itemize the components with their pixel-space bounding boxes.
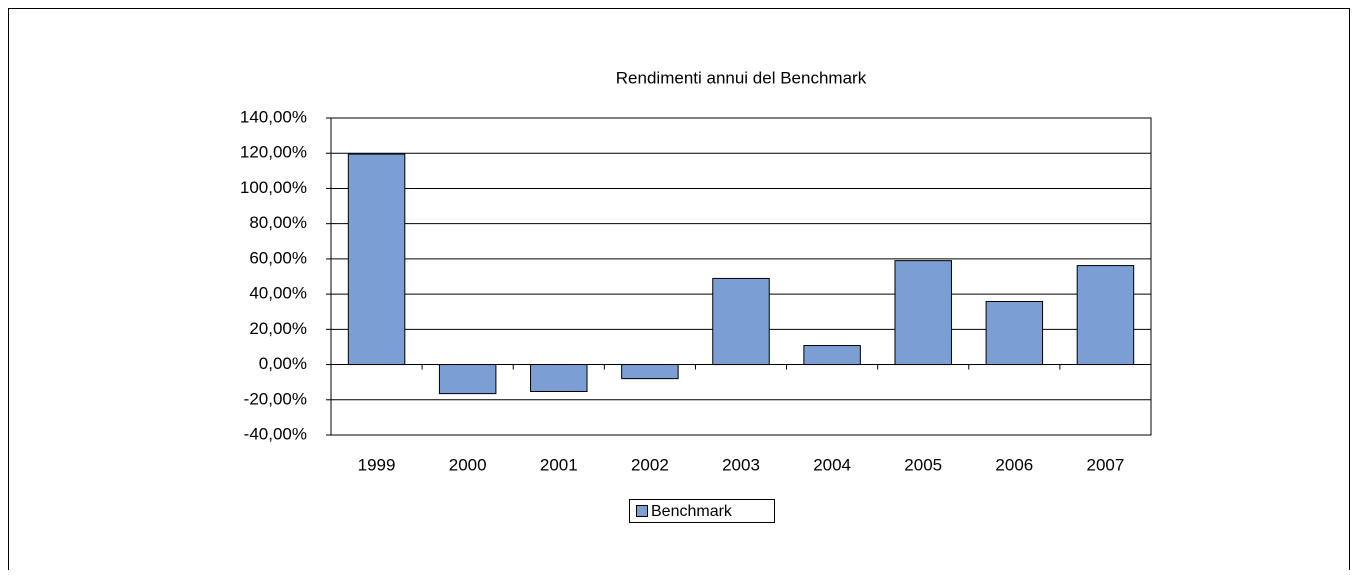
x-tick-label: 1999 — [358, 455, 396, 474]
x-tick-label: 2005 — [904, 455, 942, 474]
y-tick-label: 120,00% — [240, 143, 307, 162]
y-tick-label: 100,00% — [240, 178, 307, 197]
bar — [530, 364, 588, 393]
y-tick-label: 40,00% — [249, 284, 307, 303]
y-tick-label: 80,00% — [249, 213, 307, 232]
x-tick-label: 2003 — [722, 455, 760, 474]
legend-label: Benchmark — [651, 503, 733, 520]
y-tick-label: 140,00% — [240, 107, 307, 126]
chart-title: Rendimenti annui del Benchmark — [616, 68, 867, 87]
x-tick-label: 2007 — [1087, 455, 1125, 474]
x-tick-label: 2006 — [995, 455, 1033, 474]
bar — [438, 364, 497, 395]
bar — [621, 364, 679, 380]
x-tick-label: 2002 — [631, 455, 669, 474]
y-tick-label: -40,00% — [244, 424, 307, 443]
y-tick-label: 20,00% — [249, 319, 307, 338]
legend-box — [629, 499, 775, 523]
bar — [985, 301, 1044, 366]
bar — [712, 277, 770, 366]
bar — [1076, 265, 1135, 366]
bar — [894, 260, 952, 366]
y-tick-label: -20,00% — [244, 389, 307, 408]
y-tick-label: 0,00% — [259, 354, 307, 373]
legend-swatch — [636, 505, 648, 517]
x-tick-label: 2001 — [540, 455, 578, 474]
bar — [347, 153, 406, 366]
x-tick-label: 2000 — [449, 455, 487, 474]
bar — [803, 345, 861, 366]
x-tick-label: 2004 — [813, 455, 851, 474]
y-tick-label: 60,00% — [249, 248, 307, 267]
